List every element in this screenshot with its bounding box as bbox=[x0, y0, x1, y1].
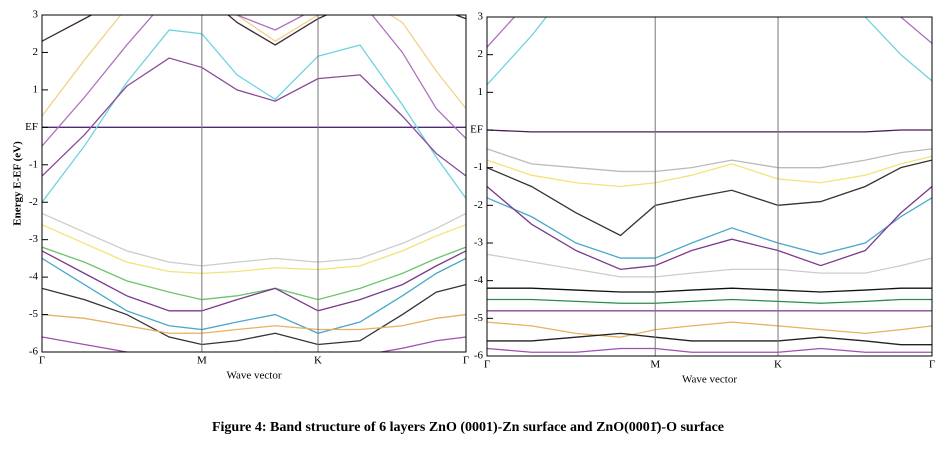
y-tick-label: -1 bbox=[29, 158, 38, 170]
x-tick-label: Γ bbox=[463, 355, 469, 367]
x-tick-label: Γ bbox=[484, 359, 490, 371]
x-tick-label: M bbox=[197, 355, 207, 367]
band-line bbox=[42, 250, 466, 312]
band-line bbox=[42, 257, 466, 334]
band-line bbox=[42, 15, 466, 147]
band-line bbox=[487, 347, 932, 353]
band-line bbox=[42, 15, 466, 46]
y-tick-label: -6 bbox=[474, 350, 484, 362]
plot-area bbox=[42, 15, 466, 352]
band-line bbox=[487, 129, 932, 133]
y-axis-label: Energy E-EF (eV) bbox=[12, 141, 24, 226]
y-tick-label: -3 bbox=[29, 233, 39, 245]
y-tick-label: 1 bbox=[33, 83, 39, 95]
y-tick-label: -6 bbox=[29, 346, 39, 358]
y-tick-label: -2 bbox=[29, 196, 38, 208]
y-tick-label: -4 bbox=[29, 271, 39, 283]
band-line bbox=[487, 321, 932, 338]
y-tick-label: -4 bbox=[474, 274, 484, 286]
band-line bbox=[42, 283, 466, 346]
y-tick-label: EF bbox=[470, 124, 483, 136]
band-line bbox=[487, 159, 932, 237]
x-axis-label: Wave vector bbox=[682, 374, 737, 386]
band-line bbox=[42, 313, 466, 334]
x-tick-label: Γ bbox=[39, 355, 45, 367]
y-tick-label: -3 bbox=[474, 237, 484, 249]
y-tick-label: 2 bbox=[33, 46, 39, 58]
band-line bbox=[487, 253, 932, 278]
x-tick-label: K bbox=[774, 359, 782, 371]
band-line bbox=[487, 197, 932, 259]
band-line bbox=[487, 148, 932, 173]
band-line bbox=[487, 332, 932, 346]
plot-frame bbox=[486, 16, 933, 357]
y-tick-label: 2 bbox=[478, 48, 484, 60]
band-line bbox=[487, 17, 932, 86]
x-tick-label: M bbox=[650, 359, 660, 371]
x-tick-label: K bbox=[314, 355, 322, 367]
y-tick-label: -2 bbox=[474, 199, 483, 211]
x-axis-label: Wave vector bbox=[227, 370, 282, 382]
band-line bbox=[487, 186, 932, 271]
x-tick-label: Γ bbox=[929, 359, 935, 371]
plot-area bbox=[487, 17, 932, 353]
band-line bbox=[487, 298, 932, 304]
y-tick-label: 1 bbox=[478, 86, 484, 98]
y-tick-label: -1 bbox=[474, 161, 483, 173]
band-line bbox=[42, 57, 466, 177]
band-line bbox=[42, 29, 466, 203]
y-tick-label: EF bbox=[25, 121, 38, 133]
band-line bbox=[487, 155, 932, 188]
band-line bbox=[42, 224, 466, 275]
band-line bbox=[42, 336, 466, 352]
y-tick-label: 3 bbox=[33, 9, 39, 21]
band-line bbox=[42, 246, 466, 301]
plot-frame bbox=[41, 14, 467, 353]
band-line bbox=[42, 212, 466, 267]
y-tick-label: -5 bbox=[29, 308, 39, 320]
caption: Figure 4: Band structure of 6 layers ZnO… bbox=[212, 420, 724, 435]
band-line bbox=[42, 15, 466, 117]
y-tick-label: 3 bbox=[478, 11, 484, 23]
band-line bbox=[487, 17, 932, 48]
band-line bbox=[487, 287, 932, 293]
y-tick-label: -5 bbox=[474, 312, 484, 324]
